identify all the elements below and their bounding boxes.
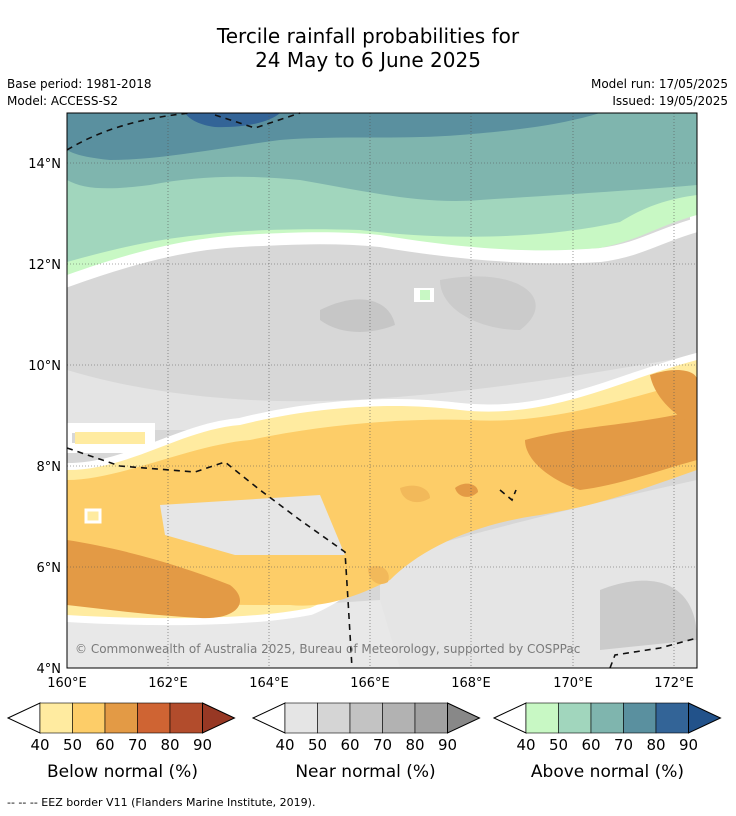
colorbar-under-arrow <box>492 702 527 734</box>
longitude-ticks: 160°E 162°E 164°E 166°E 168°E 170°E 172°… <box>47 676 694 691</box>
above-normal-legend-label: Above normal (%) <box>530 762 685 782</box>
probability-map <box>67 113 697 668</box>
colorbar-tick-label: 90 <box>193 736 212 754</box>
lon-tick: 166°E <box>350 676 390 691</box>
colorbar-swatch <box>590 702 624 734</box>
colorbar-swatch <box>104 702 138 734</box>
colorbar-tick-label: 60 <box>95 736 114 754</box>
colorbar-tick-label: 50 <box>549 736 568 754</box>
below-normal-60-70 <box>455 483 478 497</box>
lon-tick: 164°E <box>249 676 289 691</box>
colorbar-tick-label: 40 <box>516 736 535 754</box>
colorbar-tick-label: 80 <box>405 736 424 754</box>
lon-tick: 162°E <box>148 676 188 691</box>
colorbar-swatch <box>39 702 73 734</box>
lat-tick: 10°N <box>28 359 61 374</box>
colorbar-under-arrow <box>251 702 286 734</box>
colorbar-swatch <box>72 702 106 734</box>
near-normal-dark-patch <box>440 276 536 330</box>
below-normal-legend-label: Below normal (%) <box>47 762 198 782</box>
below-normal-60-70 <box>650 370 697 425</box>
latitude-ticks: 14°N 12°N 10°N 8°N 6°N 4°N <box>28 157 61 677</box>
below-normal-60-70 <box>525 410 697 490</box>
above-normal-70-80 <box>67 113 600 160</box>
colorbar-swatch <box>169 702 203 734</box>
lon-tick: 168°E <box>451 676 491 691</box>
colorbar-swatch <box>349 702 383 734</box>
eez-border <box>66 112 698 669</box>
below-normal-contour <box>67 423 155 453</box>
colorbar-swatch <box>525 702 559 734</box>
colorbar-tick-label: 90 <box>438 736 457 754</box>
colorbar-over-arrow <box>202 702 236 734</box>
colorbar-tick-label: 50 <box>63 736 82 754</box>
below-normal-small-patch <box>84 508 102 524</box>
chart-title-line-2: 24 May to 6 June 2025 <box>255 48 481 72</box>
colorbar-tick-label: 70 <box>373 736 392 754</box>
lon-tick: 170°E <box>553 676 593 691</box>
colorbar-tick-label: 40 <box>30 736 49 754</box>
colorbar-swatch <box>558 702 592 734</box>
colorbar-tick-label: 40 <box>275 736 294 754</box>
colorbar-swatch <box>655 702 689 734</box>
above-normal-80-90 <box>185 113 280 128</box>
colorbar-legends: 40 50 60 70 80 90 40 50 60 70 80 90 40 50 60 70 80 90 <box>6 702 722 754</box>
colorbar-2: 40 50 60 70 80 90 <box>492 702 722 754</box>
colorbar-tick-label: 60 <box>581 736 600 754</box>
lat-tick: 4°N <box>37 662 62 677</box>
colorbar-under-arrow <box>6 702 41 734</box>
colorbar-tick-label: 70 <box>128 736 147 754</box>
near-normal-dark-patch <box>600 580 697 650</box>
map-frame <box>66 112 698 669</box>
colorbar-tick-label: 80 <box>160 736 179 754</box>
colorbar-tick-label: 70 <box>614 736 633 754</box>
colorbar-tick-label: 90 <box>679 736 698 754</box>
colorbar-swatch <box>414 702 448 734</box>
below-normal-60-70 <box>67 540 240 619</box>
lat-tick: 6°N <box>37 561 62 576</box>
colorbar-tick-label: 80 <box>646 736 665 754</box>
model-run-label: Model run: 17/05/2025 <box>590 77 728 91</box>
colorbar-over-arrow <box>447 702 481 734</box>
lon-tick: 172°E <box>654 676 694 691</box>
lon-tick: 160°E <box>47 676 87 691</box>
above-normal-contour <box>67 113 697 288</box>
colorbar-swatch <box>137 702 171 734</box>
below-normal-50-60-spot <box>400 485 430 503</box>
graticule <box>67 113 697 668</box>
eez-footnote: -- -- -- EEZ border V11 (Flanders Marine… <box>7 796 316 809</box>
near-normal-legend-label: Near normal (%) <box>295 762 436 782</box>
colorbar-tick-label: 60 <box>340 736 359 754</box>
colorbar-swatch <box>284 702 318 734</box>
lat-tick: 8°N <box>37 460 62 475</box>
below-normal-40-50 <box>75 432 145 444</box>
colorbar-swatch <box>317 702 351 734</box>
lat-tick: 12°N <box>28 258 61 273</box>
colorbar-tick-label: 50 <box>308 736 327 754</box>
lat-tick: 14°N <box>28 157 61 172</box>
below-normal-50-60-spot <box>368 565 389 585</box>
copyright-notice: © Commonwealth of Australia 2025, Bureau… <box>75 642 580 656</box>
colorbar-1: 40 50 60 70 80 90 <box>251 702 481 754</box>
above-normal-island <box>420 290 430 300</box>
chart-title-line-1: Tercile rainfall probabilities for <box>216 24 520 48</box>
colorbar-over-arrow <box>688 702 722 734</box>
near-normal-dark-patch <box>320 299 395 332</box>
issued-label: Issued: 19/05/2025 <box>612 94 728 108</box>
base-period-label: Base period: 1981-2018 <box>7 77 152 91</box>
near-normal-enclave <box>160 495 345 555</box>
model-label: Model: ACCESS-S2 <box>7 94 119 108</box>
colorbar-0: 40 50 60 70 80 90 <box>6 702 236 754</box>
colorbar-swatch <box>382 702 416 734</box>
colorbar-swatch <box>623 702 657 734</box>
